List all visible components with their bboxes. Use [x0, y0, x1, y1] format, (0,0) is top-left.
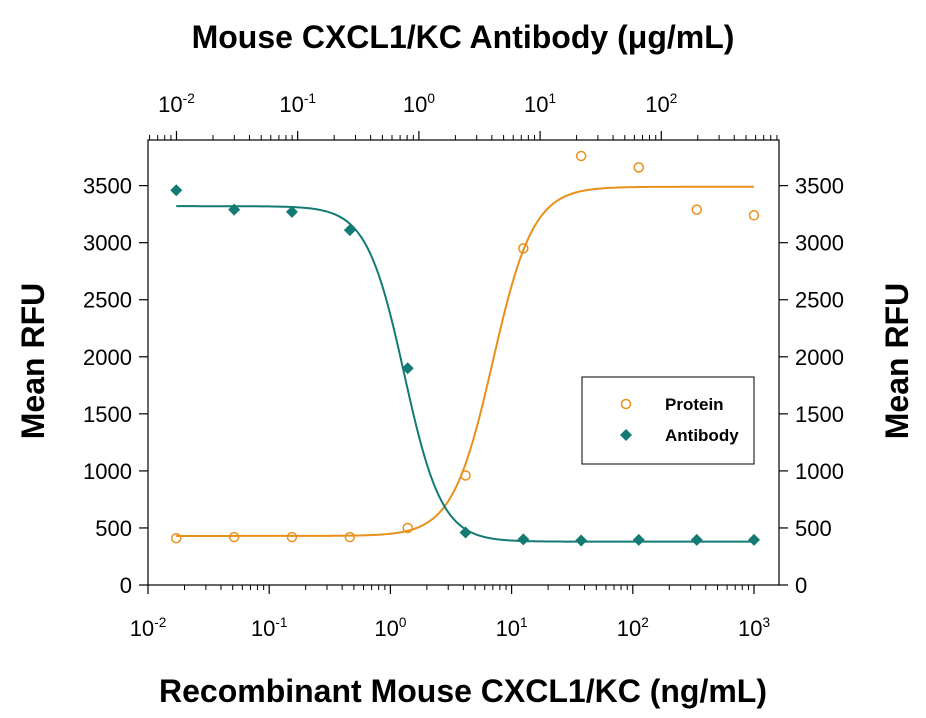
protein-point [575, 150, 587, 162]
antibody-point [575, 534, 588, 547]
bottom-tick-label: 102 [617, 615, 649, 641]
protein-point [691, 204, 702, 215]
protein-point [518, 243, 529, 254]
bottom-tick-label: 100 [374, 615, 406, 641]
left-y-tick-label: 1000 [83, 459, 132, 484]
legend-box [581, 376, 755, 465]
right-y-tick-label: 3000 [795, 231, 844, 256]
top-tick-label: 102 [645, 91, 677, 117]
right-y-tick-label: 2000 [795, 345, 844, 370]
left-y-tick-label: 3500 [83, 174, 132, 199]
bottom-tick-label: 101 [496, 615, 528, 641]
top-tick-label: 101 [524, 91, 556, 117]
protein-point [748, 210, 760, 221]
protein-point [402, 522, 413, 534]
antibody-point [285, 205, 298, 218]
top-axis-title: Mouse CXCL1/KC Antibody (μg/mL) [192, 19, 735, 55]
left-y-tick-label: 0 [120, 573, 132, 598]
protein-point [344, 531, 356, 543]
right-y-tick-label: 1500 [795, 402, 844, 427]
protein-point [633, 162, 645, 173]
legend-antibody-label: Antibody [665, 426, 739, 445]
right-y-tick-label: 2500 [795, 288, 844, 313]
top-tick-label: 10-2 [158, 91, 195, 117]
antibody-point [170, 184, 183, 197]
protein-point [228, 531, 240, 543]
left-y-tick-label: 1500 [83, 402, 132, 427]
top-tick-label: 100 [403, 91, 435, 117]
left-y-tick-label: 3000 [83, 231, 132, 256]
antibody-point [748, 533, 760, 546]
antibody-point [228, 203, 241, 216]
bottom-tick-label: 10-2 [130, 615, 167, 641]
left-y-tick-label: 2500 [83, 288, 132, 313]
right-y-tick-label: 3500 [795, 174, 844, 199]
antibody-point [401, 362, 414, 375]
antibody-point [690, 533, 703, 546]
antibody-fit-curve [176, 205, 754, 543]
protein-fit-curve [176, 185, 754, 537]
right-axis-title: Mean RFU [879, 283, 915, 439]
right-y-tick-label: 1000 [795, 459, 844, 484]
legend-protein-marker [620, 398, 632, 410]
protein-point [286, 531, 298, 543]
left-axis-title: Mean RFU [15, 283, 51, 439]
right-y-tick-label: 0 [795, 573, 807, 598]
antibody-point [459, 526, 472, 539]
bottom-axis-title: Recombinant Mouse CXCL1/KC (ng/mL) [159, 673, 767, 709]
right-y-tick-label: 500 [795, 516, 832, 541]
bottom-tick-label: 10-1 [251, 615, 288, 641]
legend-antibody-marker [620, 429, 632, 441]
top-tick-label: 10-1 [279, 91, 316, 117]
protein-point [460, 470, 471, 481]
left-y-tick-label: 2000 [83, 345, 132, 370]
antibody-point [343, 224, 356, 237]
legend: Protein Antibody [581, 376, 755, 465]
legend-protein-label: Protein [665, 395, 724, 414]
antibody-point [517, 533, 530, 546]
antibody-point [632, 533, 645, 546]
left-y-tick-label: 500 [95, 516, 132, 541]
chart-marks: 10-2 10-1 100 101 102 103 10-2 10-1 100 101 102 0 0 5… [83, 91, 844, 641]
bottom-tick-label: 103 [738, 615, 770, 641]
protein-point [170, 532, 182, 544]
